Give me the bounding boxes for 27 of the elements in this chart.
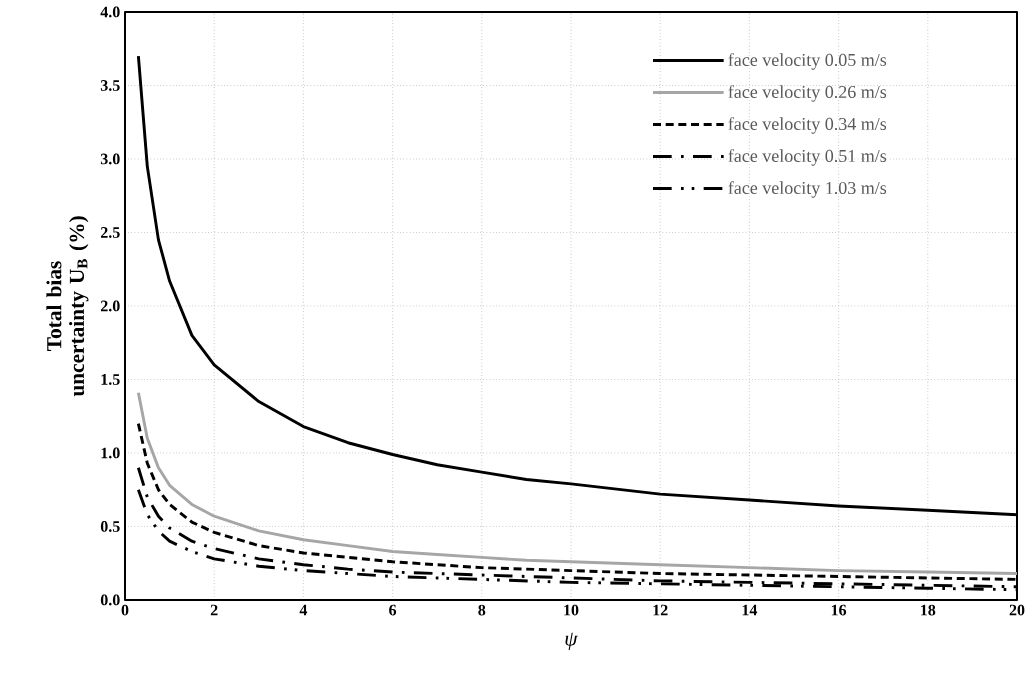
- legend-label: face velocity 0.34 m/s: [728, 117, 887, 134]
- y-tick-label: 3.0: [100, 153, 120, 165]
- x-tick-label: 14: [742, 604, 758, 616]
- x-tick-label: 16: [831, 604, 847, 616]
- legend-label: face velocity 0.05 m/s: [728, 53, 887, 70]
- x-tick-label: 0: [121, 604, 129, 616]
- y-tick-label: 1.5: [101, 374, 120, 385]
- x-tick-label: 6: [389, 604, 397, 616]
- x-tick-label: 18: [921, 604, 936, 616]
- x-tick-label: 12: [653, 604, 668, 616]
- y-tick-label: 0.5: [100, 521, 120, 532]
- x-tick-label: 2: [210, 604, 218, 616]
- x-tick-label: 4: [299, 604, 308, 616]
- x-tick-label: 10: [564, 604, 579, 616]
- x-tick-label: 20: [1009, 604, 1025, 616]
- y-tick-label: 3.5: [100, 80, 120, 91]
- y-axis-title: Total bias uncertainty U$_{B}$ (%): [46, 216, 89, 397]
- y-tick-label: 4.0: [100, 6, 120, 18]
- y-tick-label: 1.0: [101, 447, 120, 459]
- x-tick-label: 8: [478, 604, 486, 616]
- legend-label: face velocity 1.03 m/s: [728, 181, 887, 198]
- y-tick-label: 2.5: [100, 227, 120, 238]
- legend-label: face velocity 0.26 m/s: [728, 85, 887, 102]
- x-axis-title: ψ: [565, 632, 578, 651]
- y-tick-label: 0.0: [100, 594, 120, 606]
- legend-label: face velocity 0.51 m/s: [728, 149, 887, 166]
- y-tick-label: 2.0: [100, 300, 120, 312]
